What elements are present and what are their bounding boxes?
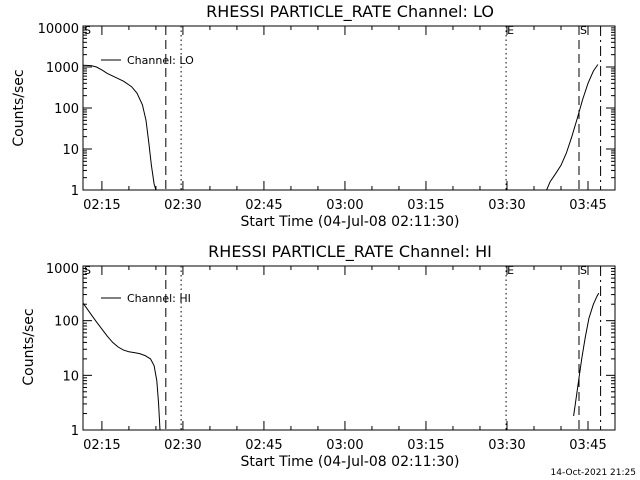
timestamp: 14-Oct-2021 21:25: [551, 468, 636, 478]
chart-title: RHESSI PARTICLE_RATE Channel: HI: [208, 242, 492, 262]
x-tick-label: 02:30: [164, 438, 201, 453]
series-line: [82, 64, 157, 191]
x-tick-label: 02:30: [164, 198, 201, 213]
series-line: [546, 64, 599, 191]
x-axis-label: Start Time (04-Jul-08 02:11:30): [240, 214, 459, 230]
y-tick-label: 1: [71, 184, 79, 199]
x-tick-label: 02:15: [83, 198, 120, 213]
x-tick-label: 02:45: [245, 438, 282, 453]
y-tick-label: 1000: [46, 61, 79, 76]
legend-label: Channel: LO: [127, 54, 194, 67]
event-marker-label: S: [84, 264, 91, 277]
plot-frame: [82, 265, 616, 431]
x-tick-label: 03:45: [569, 438, 606, 453]
x-tick-label: 03:15: [407, 438, 444, 453]
y-tick-label: 100: [54, 102, 79, 117]
x-tick-label: 03:15: [407, 198, 444, 213]
x-tick-label: 03:00: [326, 438, 363, 453]
y-axis-label: Counts/sec: [21, 308, 37, 385]
chart-panel-hi: RHESSI PARTICLE_RATE Channel: HI Start T…: [21, 242, 616, 470]
chart-panel-lo: RHESSI PARTICLE_RATE Channel: LO Start T…: [11, 2, 616, 230]
event-marker-label: S: [580, 24, 587, 37]
y-tick-label: 10: [62, 143, 79, 158]
event-marker-label: S: [84, 24, 91, 37]
legend-label: Channel: HI: [127, 292, 191, 305]
x-tick-label: 02:45: [245, 198, 282, 213]
series-line: [573, 292, 600, 417]
chart-title: RHESSI PARTICLE_RATE Channel: LO: [206, 2, 494, 22]
x-tick-label: 03:30: [488, 438, 525, 453]
event-marker-label: S: [580, 264, 587, 277]
x-axis-label: Start Time (04-Jul-08 02:11:30): [240, 454, 459, 470]
y-axis-label: Counts/sec: [11, 69, 27, 146]
series-line: [82, 302, 161, 431]
event-marker-label: E: [507, 264, 514, 277]
x-tick-label: 03:45: [569, 198, 606, 213]
plot-frame: [82, 25, 616, 191]
y-tick-label: 1: [71, 424, 79, 439]
y-tick-label: 10: [62, 369, 79, 384]
x-tick-label: 03:30: [488, 198, 525, 213]
x-tick-label: 02:15: [83, 438, 120, 453]
event-marker-label: E: [507, 24, 514, 37]
y-tick-label: 1000: [46, 262, 79, 277]
x-tick-label: 03:00: [326, 198, 363, 213]
y-tick-label: 10000: [38, 22, 79, 37]
y-tick-label: 100: [54, 315, 79, 330]
